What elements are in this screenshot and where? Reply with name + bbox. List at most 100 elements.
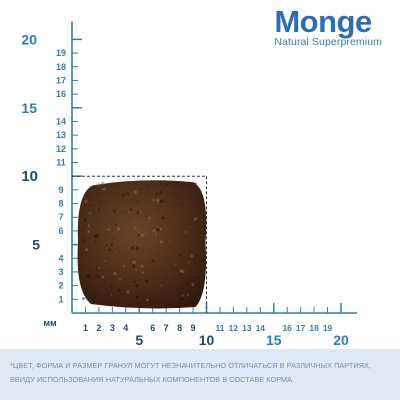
kibble-speckle xyxy=(89,224,92,226)
kibble-speckle xyxy=(117,227,121,231)
kibble-speckle xyxy=(96,274,100,279)
kibble-speckle xyxy=(178,254,181,257)
kibble-speckle xyxy=(140,233,145,238)
y-label-18: 18 xyxy=(56,62,66,72)
kibble-speckle xyxy=(147,221,149,223)
kibble-speckle xyxy=(124,211,127,214)
x-label-15: 15 xyxy=(266,332,282,348)
kibble-speckle xyxy=(139,231,141,233)
kibble-speckle xyxy=(160,284,162,287)
kibble-speckle xyxy=(195,275,200,280)
x-label-1: 1 xyxy=(83,323,88,333)
kibble-speckle xyxy=(139,211,142,214)
kibble-speckle xyxy=(102,298,105,301)
kibble-speckle xyxy=(95,221,98,223)
kibble-speckle xyxy=(113,271,117,276)
kibble-speckle xyxy=(132,264,136,268)
kibble-speckle xyxy=(174,264,177,266)
y-label-12: 12 xyxy=(56,144,66,154)
y-label-2: 2 xyxy=(58,281,63,291)
x-label-10: 10 xyxy=(199,332,215,348)
kibble-speckle xyxy=(135,295,139,299)
kibble-speckle xyxy=(117,300,119,302)
y-label-16: 16 xyxy=(56,89,66,99)
kibble-speckle xyxy=(117,288,121,292)
brand-tagline: Natural Superpremium xyxy=(274,36,382,48)
kibble-speckle xyxy=(97,267,101,270)
kibble-speckle xyxy=(133,280,137,284)
kibble-speckle xyxy=(98,208,101,211)
y-label-15: 15 xyxy=(21,100,37,116)
ruler xyxy=(71,21,358,314)
kibble-speckle xyxy=(99,202,102,204)
kibble-speckle xyxy=(81,239,85,242)
kibble-speckle xyxy=(196,254,198,256)
kibble-speckle xyxy=(153,229,156,232)
x-label-16: 16 xyxy=(282,323,292,333)
kibble-speckle xyxy=(128,211,130,214)
kibble-speckle xyxy=(144,232,147,234)
x-label-4: 4 xyxy=(123,323,128,333)
kibble-speckle xyxy=(193,217,198,221)
kibble-speckle xyxy=(133,190,137,194)
kibble-speckle xyxy=(148,249,150,251)
kibble-speckle xyxy=(121,185,123,187)
unit-label: мм xyxy=(43,318,57,328)
x-label-19: 19 xyxy=(323,323,333,333)
kibble-speckle xyxy=(167,257,169,260)
y-label-11: 11 xyxy=(56,158,66,168)
kibble-speckle xyxy=(151,259,154,263)
y-label-1: 1 xyxy=(58,294,63,304)
kibble-speckle xyxy=(112,209,116,213)
kibble-speckle xyxy=(180,269,184,273)
kibble-speckle xyxy=(112,238,114,240)
kibble-speckle xyxy=(93,235,97,239)
kibble-speckle xyxy=(110,294,113,296)
kibble-speckle xyxy=(159,240,164,244)
y-label-13: 13 xyxy=(56,130,66,140)
kibble-speckle xyxy=(165,184,168,186)
kibble-speckle xyxy=(151,234,154,236)
kibble-speckle xyxy=(91,286,93,288)
kibble-speckle xyxy=(124,223,126,225)
kibble-speckle xyxy=(102,187,106,191)
kibble-speckle xyxy=(179,297,183,301)
y-label-4: 4 xyxy=(58,253,63,263)
y-label-3: 3 xyxy=(58,267,63,277)
y-label-10: 10 xyxy=(21,168,38,185)
kibble-speckle xyxy=(154,232,157,236)
kibble-speckle xyxy=(156,198,160,203)
kibble-speckle xyxy=(102,186,104,189)
x-label-14: 14 xyxy=(256,323,266,333)
y-label-20: 20 xyxy=(21,31,37,47)
kibble-speckle xyxy=(94,240,97,243)
kibble-speckle xyxy=(105,244,108,247)
kibble-speckle xyxy=(87,230,90,234)
kibble-speckle xyxy=(147,185,150,187)
kibble-speckle xyxy=(83,211,86,213)
kibble-speckle xyxy=(132,260,136,264)
kibble-speckle xyxy=(145,215,148,218)
kibble-speckle xyxy=(114,223,117,226)
kibble-speckle xyxy=(159,200,163,203)
kibble-speckle xyxy=(187,222,190,225)
kibble-speckle xyxy=(88,212,91,215)
kibble-speckle xyxy=(196,243,198,245)
kibble-speckle xyxy=(196,287,199,290)
y-label-17: 17 xyxy=(56,75,66,85)
y-label-9: 9 xyxy=(58,185,63,195)
x-label-17: 17 xyxy=(296,323,306,333)
kibble-speckle xyxy=(169,240,171,242)
kibble-speckle xyxy=(135,246,139,251)
kibble-speckle xyxy=(159,191,163,194)
kibble-speckle xyxy=(134,242,137,244)
x-label-2: 2 xyxy=(96,323,101,333)
kibble-speckle xyxy=(177,231,179,233)
kibble-speckle xyxy=(110,286,113,289)
kibble-speckle xyxy=(144,293,147,295)
y-label-7: 7 xyxy=(58,212,63,222)
kibble-speckle xyxy=(104,218,106,220)
kibble-speckle xyxy=(136,200,139,203)
